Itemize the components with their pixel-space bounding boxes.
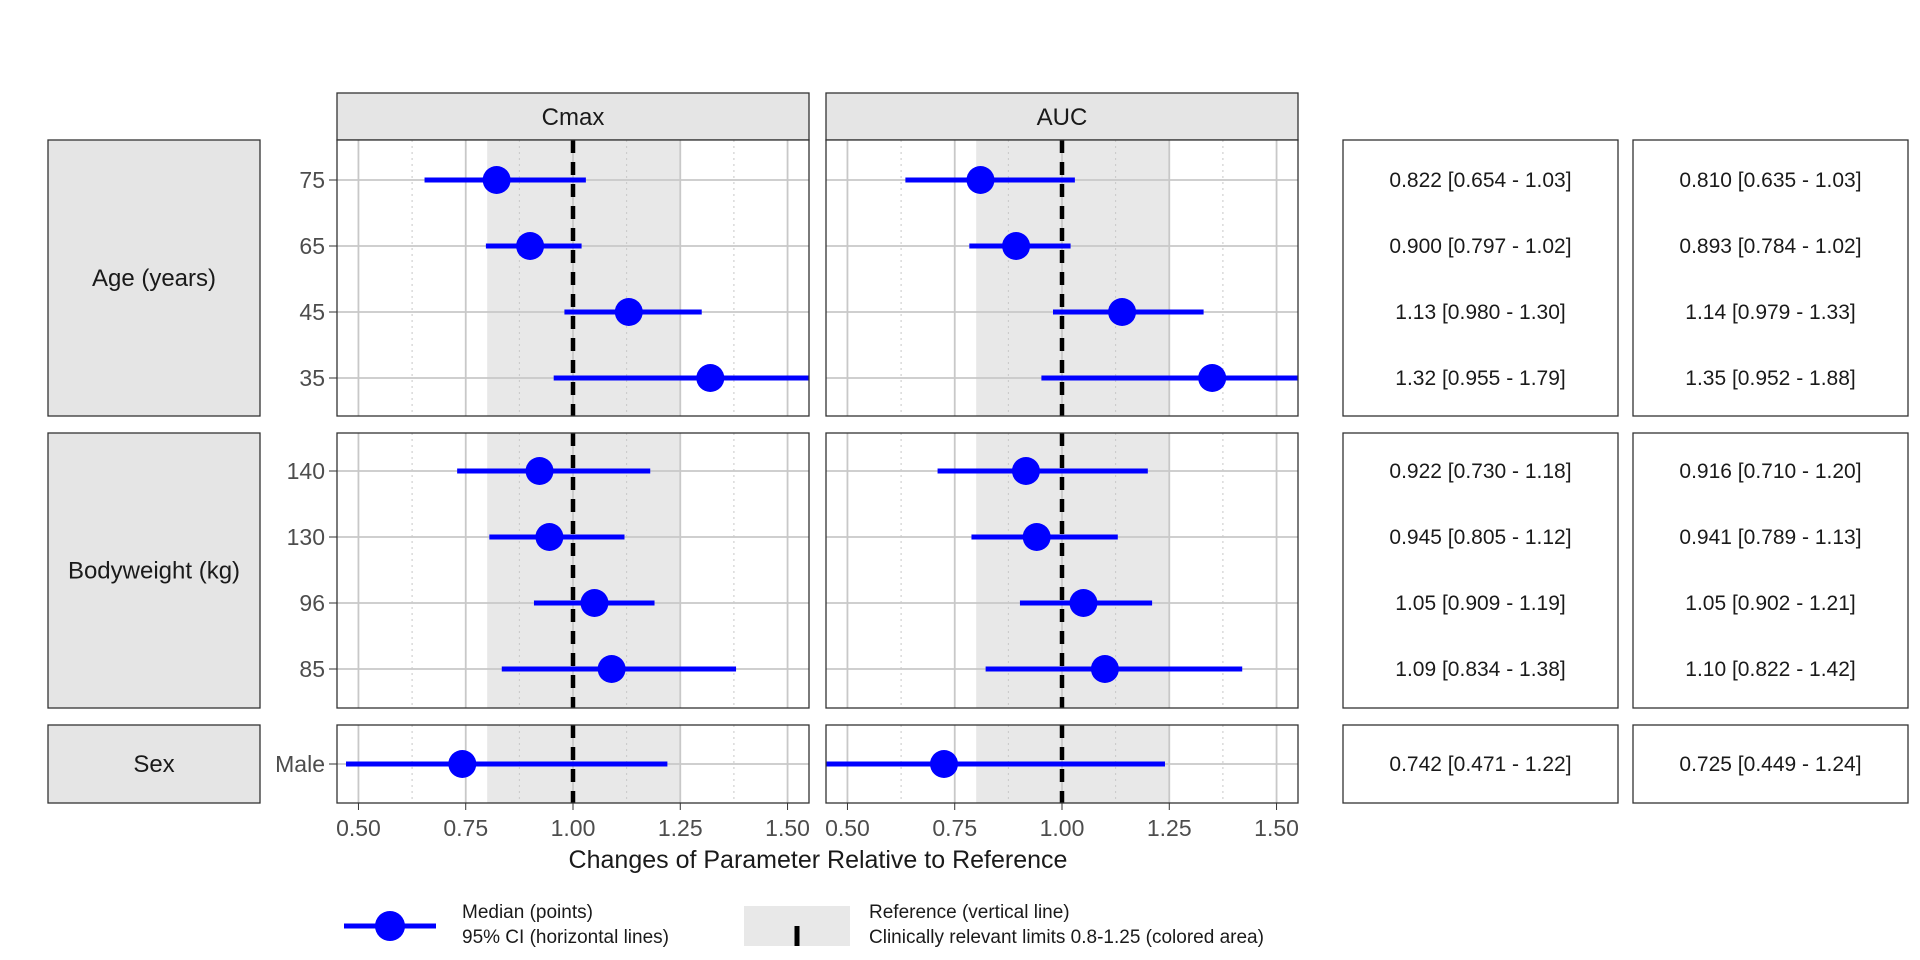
median-point bbox=[1011, 457, 1040, 485]
table-value: 1.32 [0.955 - 1.79] bbox=[1395, 367, 1565, 390]
x-tick-label: 1.25 bbox=[658, 815, 703, 841]
x-tick-label: 1.50 bbox=[1254, 815, 1299, 841]
table-value: 1.13 [0.980 - 1.30] bbox=[1395, 301, 1565, 324]
column-strip-label: AUC bbox=[1037, 104, 1088, 131]
median-point bbox=[1198, 364, 1227, 392]
row-strip-label: Bodyweight (kg) bbox=[68, 558, 240, 585]
legend-limits-label: Clinically relevant limits 0.8-1.25 (col… bbox=[869, 927, 1264, 948]
legend-median-point bbox=[375, 911, 405, 941]
median-point bbox=[1090, 655, 1119, 683]
y-tick-label: 75 bbox=[299, 167, 325, 193]
row-strip bbox=[47, 432, 261, 709]
legend-reference-label: Reference (vertical line) bbox=[869, 902, 1070, 923]
x-tick-label: 0.50 bbox=[825, 815, 870, 841]
table-panel bbox=[1632, 432, 1909, 709]
median-point bbox=[966, 166, 995, 194]
column-strip-cmax bbox=[336, 92, 810, 141]
row-strip-label: Age (years) bbox=[92, 265, 216, 292]
median-point bbox=[535, 523, 564, 551]
table-value: 0.893 [0.784 - 1.02] bbox=[1679, 235, 1861, 258]
legend: Median (points) 95% CI (horizontal lines… bbox=[344, 902, 1264, 948]
median-point bbox=[448, 750, 477, 778]
table-value: 1.10 [0.822 - 1.42] bbox=[1685, 658, 1855, 681]
median-point bbox=[1002, 232, 1031, 260]
y-tick-label: 85 bbox=[299, 656, 325, 682]
table-value: 0.742 [0.471 - 1.22] bbox=[1389, 753, 1571, 776]
x-tick-label: 1.00 bbox=[551, 815, 596, 841]
y-tick-label: Male bbox=[275, 751, 325, 777]
row-strip-label: Sex bbox=[133, 751, 174, 778]
median-point bbox=[580, 589, 609, 617]
table-value: 0.810 [0.635 - 1.03] bbox=[1679, 169, 1861, 192]
median-point bbox=[1022, 523, 1051, 551]
y-tick-label: 65 bbox=[299, 233, 325, 259]
median-point bbox=[597, 655, 626, 683]
table-value: 1.14 [0.979 - 1.33] bbox=[1685, 301, 1855, 324]
table-value: 0.922 [0.730 - 1.18] bbox=[1389, 460, 1571, 483]
table-panel bbox=[1342, 432, 1619, 709]
median-point bbox=[696, 364, 725, 392]
table-value: 0.822 [0.654 - 1.03] bbox=[1389, 169, 1571, 192]
median-point bbox=[482, 166, 511, 194]
x-tick-label: 1.25 bbox=[1147, 815, 1192, 841]
panel-border bbox=[825, 139, 1299, 417]
row-strip bbox=[47, 139, 261, 417]
median-point bbox=[525, 457, 554, 485]
x-tick-label: 1.50 bbox=[765, 815, 810, 841]
panel-border bbox=[336, 432, 810, 709]
row-strip bbox=[47, 724, 261, 804]
table-panel bbox=[1342, 724, 1619, 804]
y-tick-label: 45 bbox=[299, 299, 325, 325]
panel-border bbox=[825, 432, 1299, 709]
legend-lines-label: 95% CI (horizontal lines) bbox=[462, 927, 669, 948]
x-tick-label: 1.00 bbox=[1040, 815, 1085, 841]
x-axis-title: Changes of Parameter Relative to Referen… bbox=[569, 846, 1068, 874]
median-point bbox=[1069, 589, 1098, 617]
table-value: 0.725 [0.449 - 1.24] bbox=[1679, 753, 1861, 776]
table-value: 0.945 [0.805 - 1.12] bbox=[1389, 526, 1571, 549]
table-panel bbox=[1632, 724, 1909, 804]
x-tick-label: 0.50 bbox=[336, 815, 381, 841]
y-tick-label: 130 bbox=[287, 524, 325, 550]
table-value: 0.900 [0.797 - 1.02] bbox=[1389, 235, 1571, 258]
median-point bbox=[614, 298, 643, 326]
y-tick-label: 35 bbox=[299, 365, 325, 391]
table-value: 1.09 [0.834 - 1.38] bbox=[1395, 658, 1565, 681]
legend-points-label: Median (points) bbox=[462, 902, 593, 923]
table-value: 0.916 [0.710 - 1.20] bbox=[1679, 460, 1861, 483]
table-value: 1.05 [0.909 - 1.19] bbox=[1395, 592, 1565, 615]
table-value: 1.35 [0.952 - 1.88] bbox=[1685, 367, 1855, 390]
y-tick-label: 140 bbox=[287, 458, 325, 484]
column-strip-label: Cmax bbox=[542, 104, 605, 131]
table-panel bbox=[1342, 139, 1619, 417]
table-panel bbox=[1632, 139, 1909, 417]
y-tick-label: 96 bbox=[299, 590, 325, 616]
median-point bbox=[1108, 298, 1137, 326]
table-value: 1.05 [0.902 - 1.21] bbox=[1685, 592, 1855, 615]
panel-border bbox=[336, 139, 810, 417]
x-tick-label: 0.75 bbox=[443, 815, 488, 841]
x-tick-label: 0.75 bbox=[932, 815, 977, 841]
median-point bbox=[516, 232, 545, 260]
table-value: 0.941 [0.789 - 1.13] bbox=[1679, 526, 1861, 549]
median-point bbox=[930, 750, 958, 778]
